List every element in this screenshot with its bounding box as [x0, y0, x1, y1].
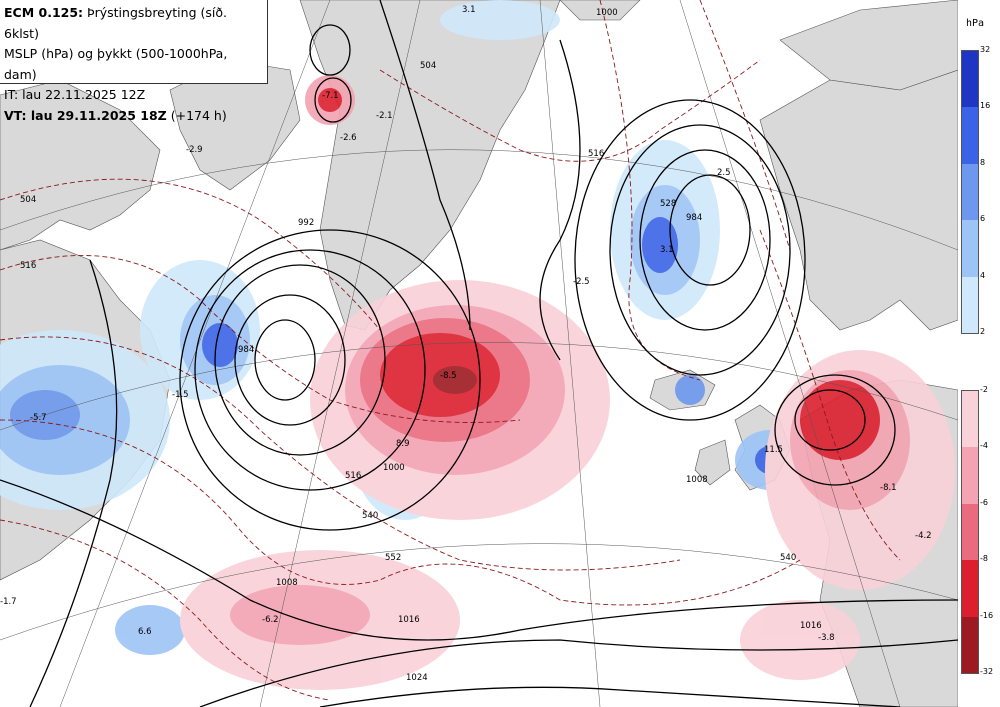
- thickness-label: 504: [420, 61, 436, 71]
- tendency-label: -2.5: [573, 277, 590, 287]
- tendency-label: -2.6: [340, 133, 357, 143]
- colorbar-swatch: [962, 276, 978, 333]
- canada-north: [0, 79, 161, 251]
- tendency-label: 8.9: [396, 439, 410, 449]
- thickness-label: 516: [20, 261, 36, 271]
- thickness-contours: [0, 0, 901, 701]
- mslp-label: 984: [238, 345, 254, 355]
- field-name: Þrýstingsbreyting (síð. 6klst): [4, 5, 227, 41]
- tendency-label: -3.8: [818, 633, 835, 643]
- thickness-label: 540: [780, 553, 796, 563]
- valid-time: VT: lau 29.11.2025 18Z: [4, 107, 167, 123]
- colorbar-swatch: [962, 503, 978, 561]
- tendency-label: -8.5: [440, 371, 457, 381]
- isobars: [0, 0, 959, 707]
- graticule: [0, 0, 959, 707]
- tendency-label: -8.1: [880, 483, 897, 493]
- tendency-label: 3.1: [660, 245, 674, 255]
- color-legend: hPa 32 16 8 6 4 2 -2 -4 -6 -8 -16 -32: [958, 0, 1000, 707]
- mslp-label: 992: [298, 218, 314, 228]
- legend-tick: 2: [980, 327, 986, 336]
- tendency-label: -7.1: [322, 91, 339, 101]
- thickness-label: 552: [385, 553, 401, 563]
- thickness-label: 504: [20, 195, 36, 205]
- legend-unit: hPa: [966, 18, 985, 29]
- mslp-label: 1000: [383, 463, 405, 473]
- legend-tick: 4: [980, 270, 986, 280]
- tendency-label: -4.2: [915, 531, 932, 541]
- negative-colorbar: [961, 390, 979, 674]
- colorbar-swatch: [962, 560, 978, 617]
- mslp-label: 984: [686, 213, 702, 223]
- tendency-label: -6.2: [262, 615, 279, 625]
- tendency-label: 2.5: [717, 168, 731, 178]
- greenland: [299, 0, 561, 331]
- positive-colorbar: [961, 50, 979, 334]
- thickness-label: 516: [345, 471, 361, 481]
- thickness-label: 540: [362, 511, 378, 521]
- colorbar-swatch: [962, 447, 978, 504]
- svalbard-area: [559, 0, 641, 21]
- mslp-label: 1016: [800, 621, 822, 631]
- tendency-label: 3.1: [462, 5, 476, 15]
- ireland: [694, 439, 731, 486]
- field-subtitle: MSLP (hPa) og þykkt (500-1000hPa, dam): [4, 46, 228, 82]
- legend-tick: -6: [980, 497, 988, 507]
- colorbar-swatch: [962, 616, 978, 673]
- legend-tick: 32: [980, 45, 991, 54]
- initial-time: IT: lau 22.11.2025 12Z: [4, 87, 146, 102]
- legend-tick: -4: [980, 441, 988, 451]
- legend-tick: -8: [980, 554, 988, 564]
- tendency-label: -2.9: [186, 145, 203, 155]
- mslp-label: 1000: [596, 8, 618, 18]
- tendency-label: -5.7: [30, 413, 47, 423]
- colorbar-swatch: [962, 107, 978, 164]
- mslp-label: 1008: [276, 578, 298, 588]
- tendency-label: 11.5: [764, 445, 783, 455]
- colorbar-swatch: [962, 51, 978, 108]
- colorbar-swatch: [962, 391, 978, 448]
- map-title-box: ECM 0.125: Þrýstingsbreyting (síð. 6klst…: [0, 0, 268, 123]
- legend-tick: -16: [980, 610, 994, 620]
- pressure-tendency-shading: [0, 0, 955, 690]
- colorbar-swatch: [962, 163, 978, 221]
- mslp-label: 1016: [398, 615, 420, 625]
- legend-tick: 6: [980, 214, 986, 224]
- legend-tick: -32: [980, 667, 994, 676]
- legend-tick: -2: [980, 385, 988, 394]
- colorbar-swatch: [962, 220, 978, 277]
- tendency-label: -2.1: [376, 111, 393, 121]
- tendency-label: -1.7: [0, 597, 17, 607]
- map-value-labels: 984 1000 984 992 1008 1016 1024 1008 101…: [0, 5, 932, 683]
- thickness-label: 516: [588, 149, 604, 159]
- tendency-label: 6.6: [138, 627, 152, 637]
- mslp-label: 1024: [406, 673, 428, 683]
- legend-tick: 8: [980, 157, 986, 167]
- tendency-label: -1.5: [172, 390, 189, 400]
- thickness-label: 528: [660, 199, 676, 209]
- legend-tick: 16: [980, 101, 991, 111]
- model-name: ECM 0.125:: [4, 5, 84, 20]
- mslp-label: 1008: [686, 475, 708, 485]
- forecast-hour: (+174 h): [170, 107, 227, 123]
